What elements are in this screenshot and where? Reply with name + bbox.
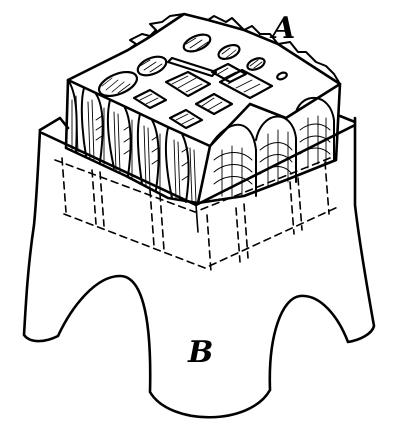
round-hole: [276, 71, 288, 81]
square-hole: [168, 108, 204, 130]
block-left-face: [64, 78, 212, 205]
square-hole: [194, 92, 234, 116]
square-hole: [164, 70, 212, 98]
stand-base: [22, 114, 376, 419]
square-hole: [132, 88, 168, 110]
label-b: B: [187, 335, 213, 370]
left-face-flutes: [67, 79, 190, 203]
right-face-hatching: [213, 115, 331, 197]
block-back-edge: [127, 13, 341, 85]
stand-seam: [195, 204, 199, 233]
swage-block: [64, 12, 342, 205]
round-hole: [246, 57, 266, 71]
label-a: A: [269, 11, 295, 46]
stand-outline: [22, 116, 376, 419]
stand-rim-left: [38, 116, 70, 132]
round-hole: [136, 55, 168, 77]
square-hole: [210, 62, 248, 84]
round-hole: [217, 43, 241, 61]
block-right-face: [196, 82, 342, 205]
hole-shading: [101, 37, 263, 125]
round-hole: [182, 33, 212, 53]
hidden-lines: [54, 157, 341, 273]
top-face-holes: [97, 33, 288, 130]
rect-hole: [218, 68, 274, 100]
block-top-face: [66, 12, 342, 148]
round-hole: [97, 70, 139, 98]
stand-rim-right: [338, 114, 357, 124]
left-face-hatching: [71, 95, 197, 204]
slot-hole: [166, 56, 218, 78]
right-face-grooves: [209, 96, 335, 197]
